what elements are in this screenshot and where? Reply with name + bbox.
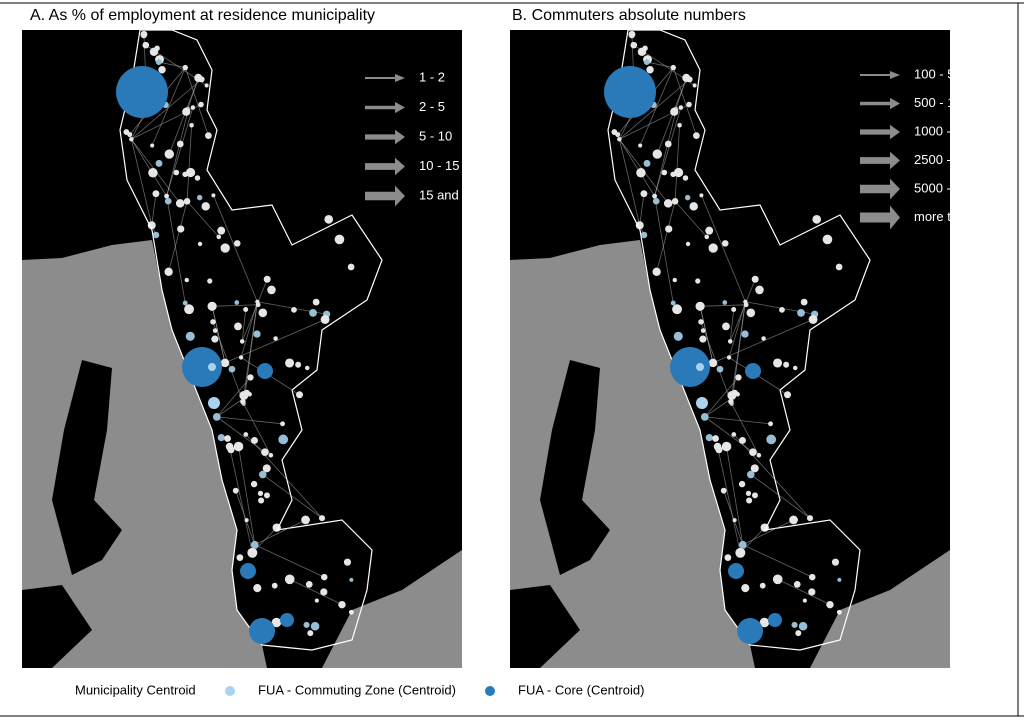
- panel-title: B. Commuters absolute numbers: [512, 7, 746, 24]
- legend-label: Municipality Centroid: [75, 682, 196, 697]
- legend-label: 500 - 1000: [914, 95, 976, 110]
- panel-title: A. As % of employment at residence munic…: [30, 7, 375, 24]
- legend-dot: [42, 686, 52, 696]
- map-a: [21, 29, 463, 669]
- legend-label: 1000 - 2500: [914, 123, 983, 138]
- legend-label: 15 and more: [419, 187, 492, 202]
- legend-arrowhead: [890, 178, 900, 200]
- legend-arrowhead: [890, 124, 900, 140]
- legend-label: 1 - 2: [419, 69, 445, 84]
- legend-arrowhead: [890, 71, 900, 79]
- map-b: [509, 29, 951, 669]
- legend-arrowhead: [890, 205, 900, 230]
- legend-label: 5000 - 10000: [914, 180, 991, 195]
- legend-label: 10 - 15: [419, 158, 459, 173]
- legend-arrowhead: [395, 129, 405, 145]
- legend-arrowhead: [395, 74, 405, 82]
- legend-dot: [225, 686, 235, 696]
- legend-label: FUA - Commuting Zone (Centroid): [258, 682, 456, 697]
- legend-arrowhead: [395, 185, 405, 207]
- legend-arrowhead: [890, 97, 900, 110]
- legend-arrowhead: [890, 151, 900, 170]
- legend-arrowhead: [395, 157, 405, 176]
- legend-label: 100 - 500: [914, 66, 969, 81]
- legend-label: more than 10000: [914, 209, 1012, 224]
- legend-label: 2 - 5: [419, 99, 445, 114]
- legend-label: FUA - Core (Centroid): [518, 682, 644, 697]
- legend-dot: [485, 686, 495, 696]
- legend-arrowhead: [395, 101, 405, 114]
- legend-label: 2500 - 5000: [914, 152, 983, 167]
- legend-label: 5 - 10: [419, 128, 452, 143]
